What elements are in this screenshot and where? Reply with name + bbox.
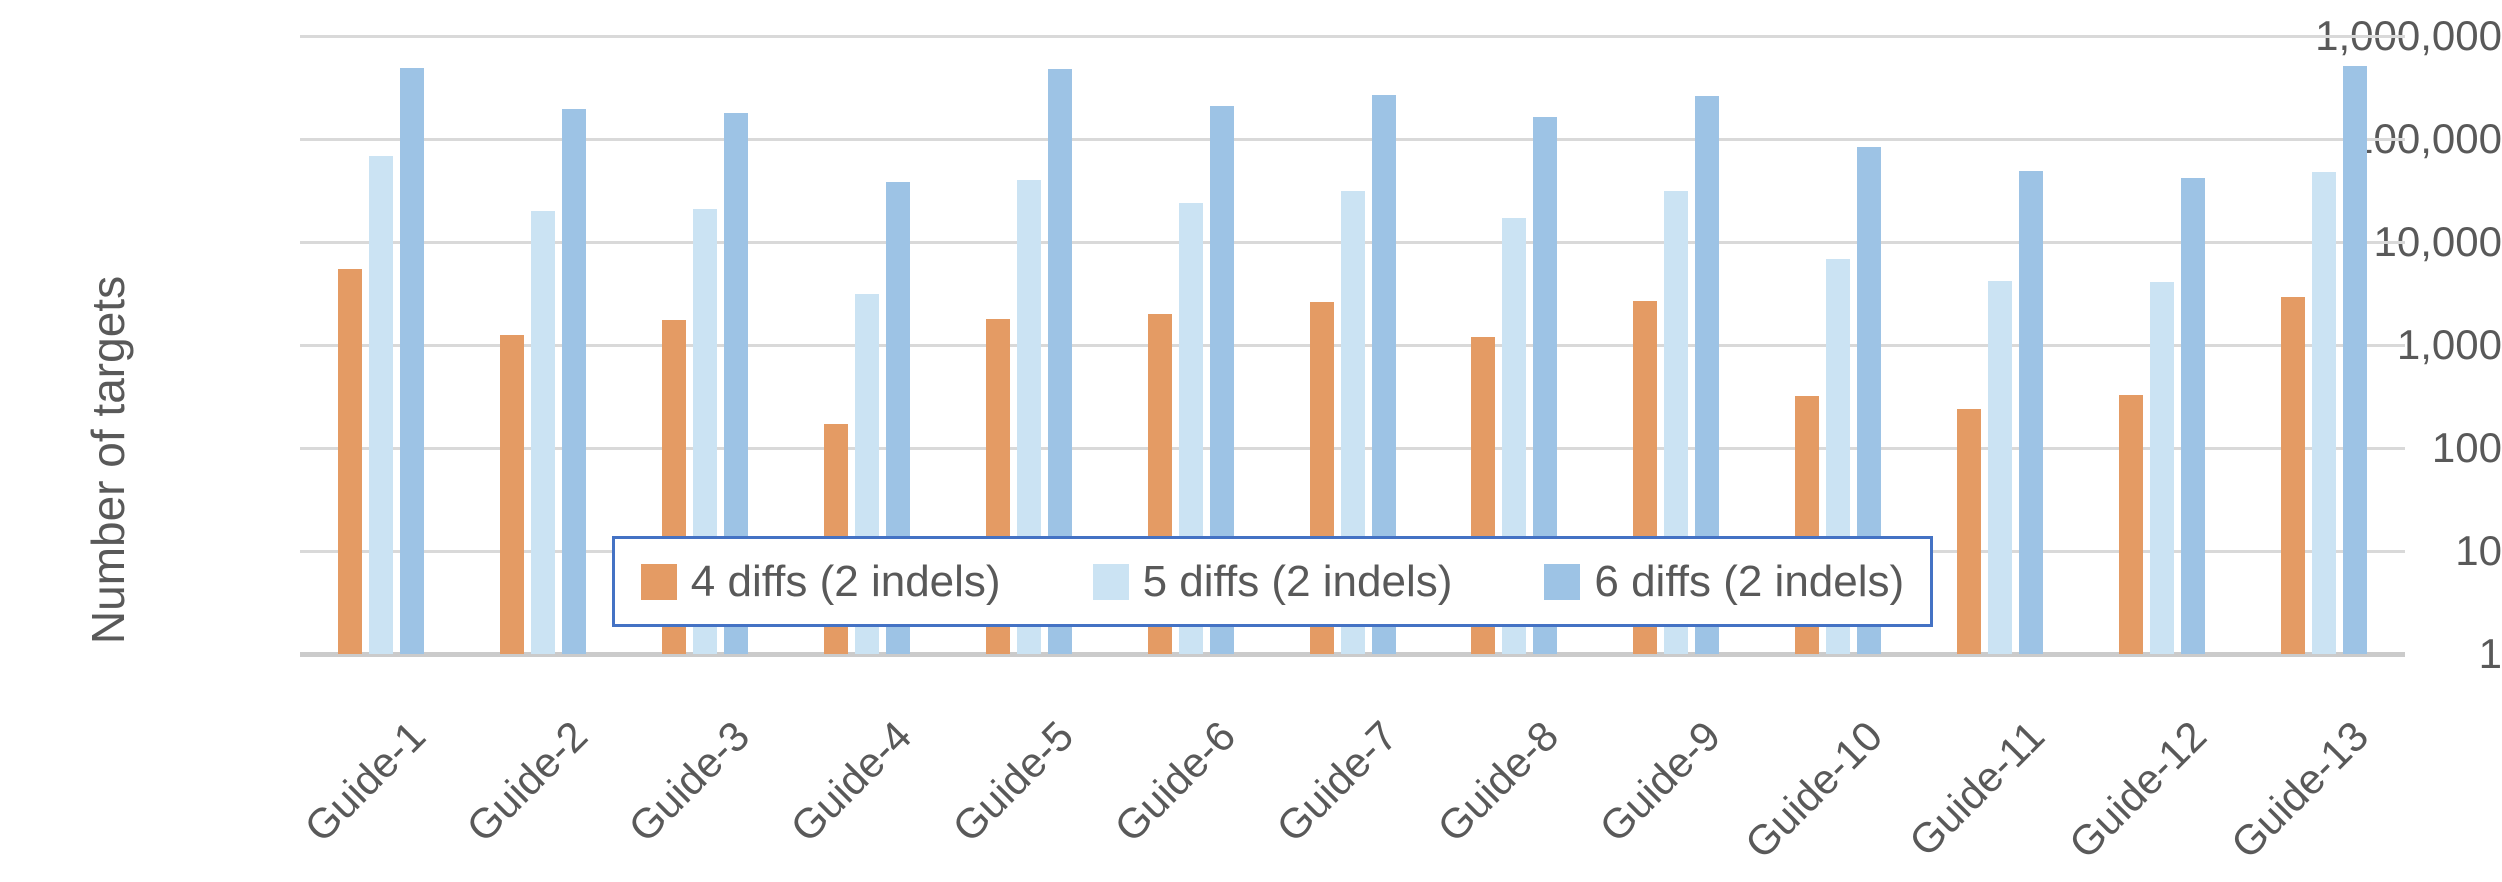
legend: 4 diffs (2 indels) 5 diffs (2 indels) 6 di…	[612, 536, 1933, 627]
bar-guide-13-series-1	[2281, 296, 2306, 654]
bar-guide-1-series-1	[338, 268, 362, 654]
bar-guide-2-series-1	[499, 335, 524, 654]
bar-guide-12-series-2	[2150, 281, 2175, 654]
bar-guide-12-series-3	[2181, 177, 2206, 654]
legend-swatch-icon	[1092, 563, 1129, 600]
y-tick-label: 100	[2431, 424, 2502, 471]
y-axis-title: Number of targets	[82, 275, 134, 645]
y-tick-label: 1,000	[2396, 321, 2502, 368]
bar-guide-1-series-3	[400, 67, 424, 654]
y-tick-label: 1	[2478, 630, 2502, 677]
legend-label: 5 diffs (2 indels)	[1142, 556, 1453, 606]
legend-item: 4 diffs (2 indels)	[640, 556, 1001, 607]
bar-guide-2-series-2	[530, 210, 555, 654]
y-tick-label: 10	[2455, 527, 2502, 574]
bar-guide-13-series-2	[2312, 171, 2337, 654]
bar-guide-11-series-2	[1988, 280, 2013, 654]
bar-guide-2-series-3	[561, 109, 586, 654]
gridline	[300, 34, 2405, 38]
bar-guide-11-series-1	[1957, 408, 1982, 654]
legend-label: 4 diffs (2 indels)	[690, 556, 1001, 606]
legend-swatch-icon	[1544, 563, 1581, 600]
gridline	[300, 137, 2405, 141]
bar-guide-13-series-3	[2343, 66, 2368, 654]
x-axis-line	[300, 651, 2405, 657]
legend-swatch-icon	[640, 563, 677, 600]
bar-guide-11-series-3	[2019, 170, 2044, 654]
legend-item: 5 diffs (2 indels)	[1092, 556, 1453, 607]
bar-guide-12-series-1	[2119, 394, 2144, 654]
bar-guide-1-series-2	[369, 156, 393, 654]
legend-label: 6 diffs (2 indels)	[1594, 556, 1905, 606]
x-tick-label: Guide-1	[295, 712, 435, 851]
legend-item: 6 diffs (2 indels)	[1544, 557, 1904, 607]
